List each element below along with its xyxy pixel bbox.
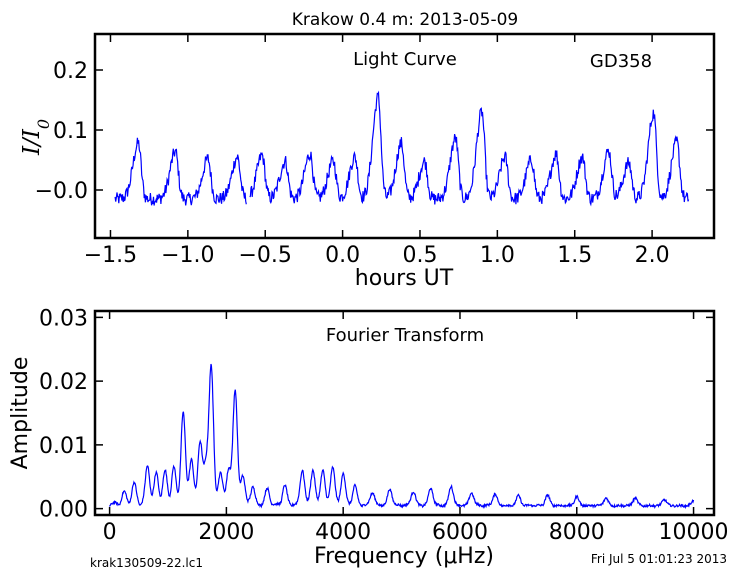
light-curve-ylabel: I/I0 [19,119,53,156]
light-curve-ytick-label: 0.1 [53,119,88,144]
light-curve-xtick-label: 0.0 [325,243,360,268]
fourier-ytick-label: 0.00 [39,498,88,523]
light-curve-ticks: −1.5 −1.0 −0.5 0.0 0.5 1.0 1.5 2.0 −0.0 0.1 0.2 [35,34,714,268]
light-curve-xtick-label: −1.0 [161,243,214,268]
light-curve-xtick-label: 1.0 [480,243,515,268]
fourier-xtick-label: 0 [103,520,117,545]
light-curve-annotation: Light Curve [353,49,457,70]
light-curve-panel: −1.5 −1.0 −0.5 0.0 0.5 1.0 1.5 2.0 −0.0 0.1 0.2 Li… [19,32,716,291]
footer-filename: krak130509-22.lc1 [90,556,203,570]
light-curve-xtick-label: −1.5 [84,243,137,268]
fourier-xtick-label: 8000 [549,520,605,545]
light-curve-xtick-label: 1.5 [557,243,592,268]
fourier-ytick-label: 0.01 [39,434,88,459]
light-curve-xlabel: hours UT [355,266,454,291]
figure-title: Krakow 0.4 m: 2013-05-09 [292,10,518,30]
fourier-ylabel: Amplitude [8,357,33,470]
fourier-ytick-label: 0.02 [39,370,88,395]
star-name-annotation: GD358 [590,51,652,72]
fourier-xtick-label: 10000 [659,520,729,545]
fourier-annotation: Fourier Transform [326,325,484,346]
fourier-ytick-label: 0.03 [39,306,88,331]
fourier-series [109,363,695,510]
light-curve-series [114,90,690,207]
fourier-xtick-label: 6000 [432,520,488,545]
fourier-xtick-label: 2000 [198,520,254,545]
light-curve-xtick-label: 0.5 [402,243,437,268]
light-curve-ytick-label: −0.0 [35,179,88,204]
fourier-ticks: 0 2000 4000 6000 8000 10000 0.00 0.01 0.02 0.03 [39,306,729,545]
light-curve-xtick-label: 2.0 [635,243,670,268]
footer-timestamp: Fri Jul 5 01:01:23 2013 [591,552,727,566]
light-curve-ytick-label: 0.2 [53,59,88,84]
fourier-xtick-label: 4000 [315,520,371,545]
fourier-axes-frame [93,309,716,517]
light-curve-axes-frame [93,32,716,240]
fourier-panel: 0 2000 4000 6000 8000 10000 0.00 0.01 0.02 0.03 F… [8,306,729,569]
light-curve-xtick-label: −0.5 [239,243,292,268]
fourier-xlabel: Frequency (μHz) [314,544,494,569]
